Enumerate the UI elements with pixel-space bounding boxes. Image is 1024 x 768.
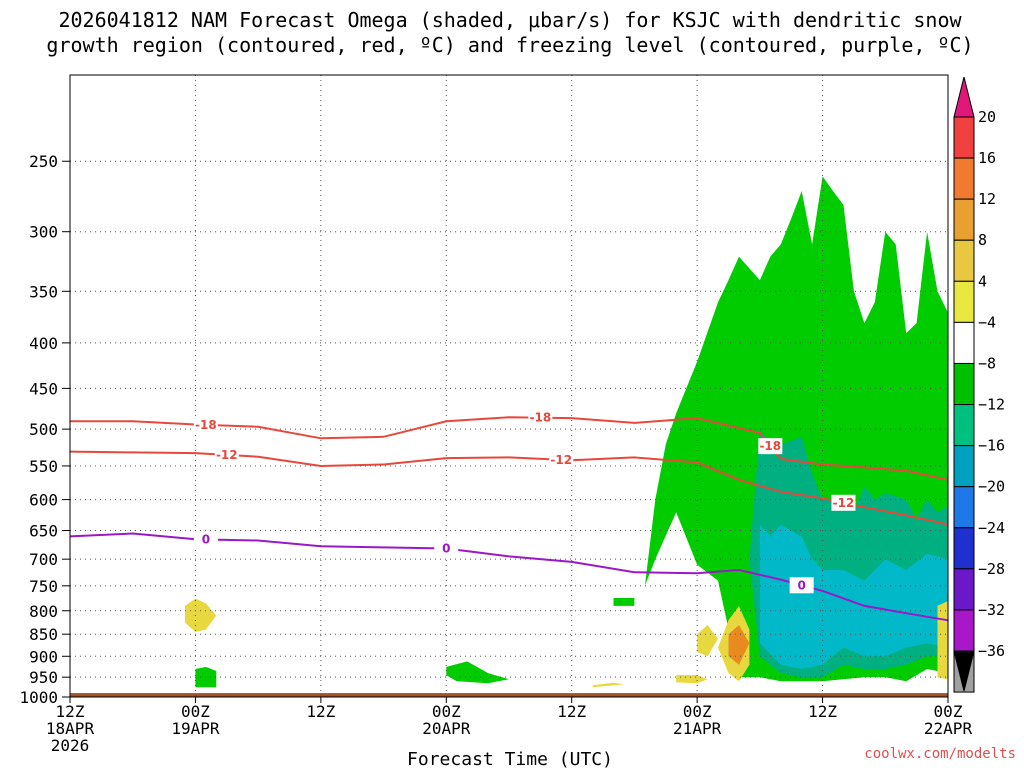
x-tick-label: 00Z (432, 702, 461, 721)
y-tick-label: 400 (29, 334, 58, 353)
colorbar-swatch (953, 404, 975, 447)
omega-region-yellow-1 (185, 598, 217, 632)
x-tick-label: 00Z (181, 702, 210, 721)
contour-label-bg (434, 540, 459, 557)
colorbar-tick-label: 20 (978, 108, 996, 126)
y-tick-label: 750 (29, 577, 58, 596)
contour-labels: -18 -18 -18 -12 -12 -12 0 0 0 (193, 409, 856, 594)
contour-label: -12 (216, 448, 238, 462)
colorbar-tick-label: −20 (978, 478, 1005, 496)
x-tick-label: 12Z (557, 702, 586, 721)
y-tick-label: 350 (29, 282, 58, 301)
plot-frame (69, 74, 949, 698)
colorbar-tick-label: 4 (978, 272, 987, 290)
y-axis: 250 300 350 400 450 500 550 600 650 700 750 800 850 9… (19, 152, 70, 707)
credit-text: coolwx.com/modelts (864, 746, 1016, 762)
colorbar-tick-label: −32 (978, 601, 1005, 619)
colorbar-swatch (953, 486, 975, 529)
x-tick-label: 00Z (683, 702, 712, 721)
contour-temp_-18C (70, 416, 949, 481)
colorbar-swatch (953, 239, 975, 282)
colorbar-swatch (953, 568, 975, 611)
contour-label: -18 (530, 411, 552, 425)
omega-region-yellow-3 (592, 682, 624, 688)
contour-temp_0C (69, 532, 949, 622)
omega-region-orange-core (728, 625, 750, 665)
colorbar-tick-label: −36 (978, 642, 1005, 660)
omega-region-yellow-2 (676, 675, 708, 684)
contour-label: 0 (442, 542, 450, 556)
colorbar-tick-label: −24 (978, 519, 1005, 537)
colorbar-tick-label: −4 (978, 313, 996, 331)
x-tick-label: 2026 (51, 736, 90, 755)
contour-label-bg (758, 438, 783, 455)
title-line-2: growth region (contoured, red, ºC) and f… (46, 33, 973, 57)
contour-label: 0 (202, 533, 210, 547)
colorbar-swatch (953, 321, 975, 364)
colorbar-tick-label: −16 (978, 437, 1005, 455)
y-tick-label: 900 (29, 647, 58, 666)
colorbar-tick-label: −8 (978, 354, 996, 372)
contour-label: 0 (797, 578, 805, 592)
y-tick-label: 1000 (19, 688, 58, 707)
y-tick-label: 450 (29, 379, 58, 398)
omega-region-yellow-6 (937, 601, 948, 680)
omega-region-cyan-core (759, 524, 948, 669)
colorbar-tick-label: 12 (978, 190, 996, 208)
x-tick-label: 22APR (924, 719, 973, 738)
colorbar-swatch (953, 609, 975, 652)
colorbar-swatch (953, 362, 975, 406)
x-tick-label: 00Z (934, 702, 963, 721)
omega-region-yellow-4 (697, 625, 718, 657)
x-tick-label: 19APR (171, 719, 220, 738)
y-tick-label: 800 (29, 602, 58, 621)
contour-label-bg (549, 451, 574, 468)
colorbar-swatch (953, 198, 975, 241)
colorbar: 20 16 12 8 4 −4 −8 −12 −16 −20 −24 −28 −32 −36 (953, 76, 1005, 693)
y-tick-label: 850 (29, 625, 58, 644)
x-tick-label: 20APR (422, 719, 471, 738)
x-axis-label: Forecast Time (UTC) (407, 749, 613, 768)
y-tick-label: 500 (29, 420, 58, 439)
contour-label-bg (789, 577, 814, 594)
y-tick-label: 650 (29, 522, 58, 541)
y-tick-label: 600 (29, 491, 58, 510)
terrain-fill (70, 693, 948, 697)
contour-label: -18 (759, 439, 781, 453)
colorbar-swatch (953, 116, 975, 159)
colorbar-bottom-arrow (953, 650, 975, 692)
x-tick-label: 12Z (56, 702, 85, 721)
omega-region-green-small-3 (613, 598, 635, 606)
colorbar-tick-label: −28 (978, 560, 1005, 578)
x-tick-label: 12Z (306, 702, 335, 721)
contour-label: -12 (833, 496, 855, 510)
contour-label-bg (193, 531, 218, 548)
colorbar-tick-label: −12 (978, 396, 1005, 414)
omega-shading-layer (185, 176, 948, 688)
y-tick-label: 950 (29, 668, 58, 687)
x-tick-label: 18APR (46, 719, 95, 738)
x-tick-label: 12Z (808, 702, 837, 721)
contour-label: -18 (195, 418, 217, 432)
y-tick-label: 300 (29, 223, 58, 242)
colorbar-tick-label: 16 (978, 149, 996, 167)
x-tick-label: 21APR (673, 719, 722, 738)
colorbar-swatch (953, 527, 975, 570)
colorbar-tick-label: 8 (978, 231, 987, 249)
contour-label-bg (193, 416, 218, 433)
title-line-1: 2026041812 NAM Forecast Omega (shaded, μ… (58, 8, 962, 32)
contour-label-bg (214, 446, 239, 463)
contour-label-bg (831, 494, 856, 511)
contour-label-bg (528, 409, 553, 426)
colorbar-swatch (953, 157, 975, 200)
y-tick-label: 250 (29, 152, 58, 171)
y-tick-label: 700 (29, 550, 58, 569)
contour-label: -12 (550, 453, 572, 467)
omega-region-green-small-2 (446, 661, 509, 684)
colorbar-swatch (953, 280, 975, 323)
y-tick-label: 550 (29, 457, 58, 476)
colorbar-swatch (953, 445, 975, 488)
